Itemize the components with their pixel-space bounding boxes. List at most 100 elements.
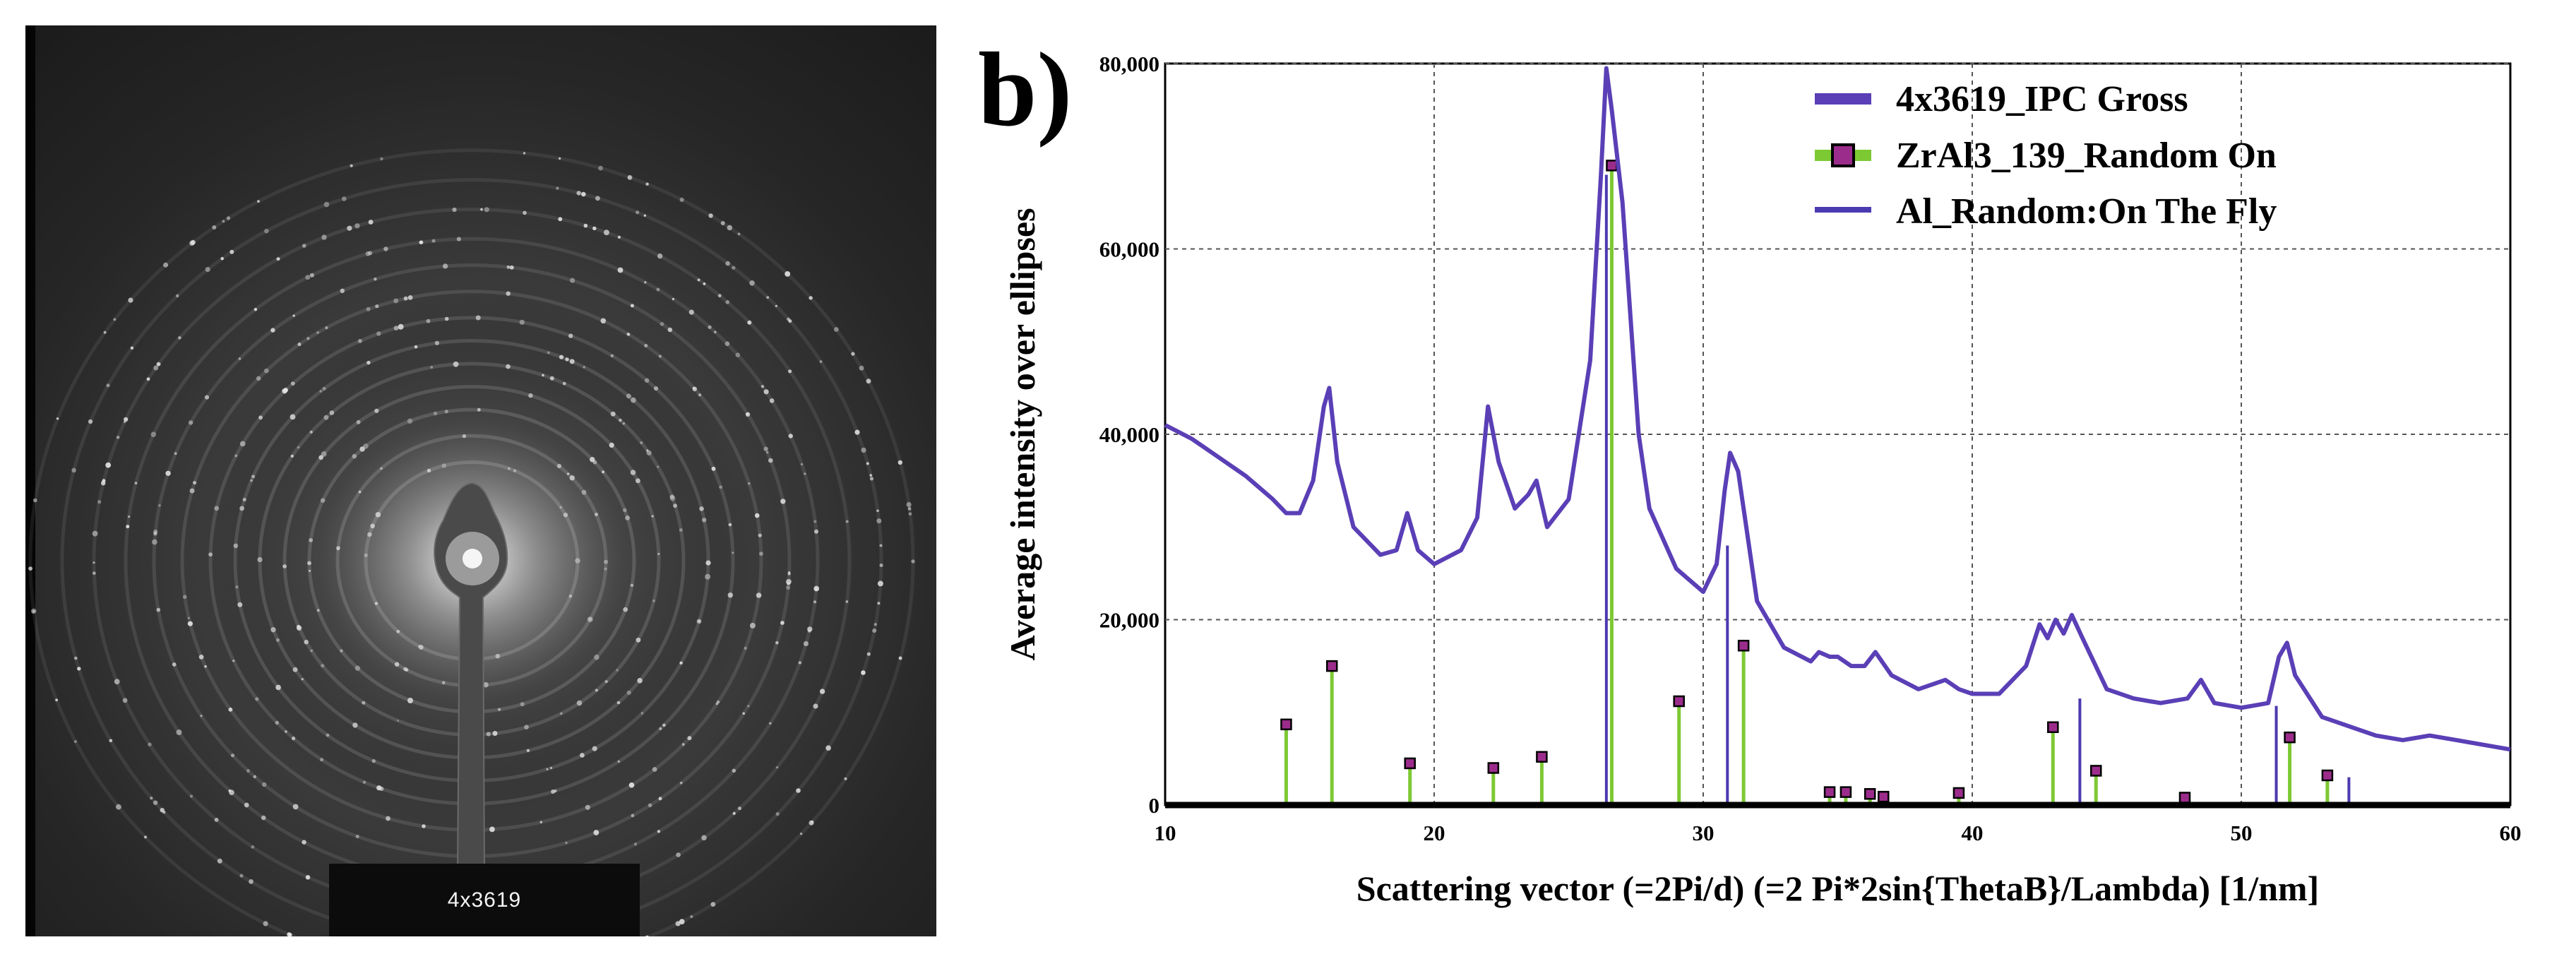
x-tick-label: 10 xyxy=(1155,821,1176,845)
diffraction-spot xyxy=(539,821,542,823)
diffraction-spot xyxy=(679,197,684,202)
diffraction-spot xyxy=(763,446,768,451)
diffraction-spot xyxy=(366,306,371,311)
diffraction-spot xyxy=(644,344,648,347)
diffraction-spot xyxy=(190,794,193,798)
diffraction-spot xyxy=(244,802,249,808)
diffraction-spot xyxy=(576,191,581,196)
diffraction-spot xyxy=(105,462,112,468)
zral3-peak-marker xyxy=(2178,792,2191,804)
diffraction-spot xyxy=(134,482,138,484)
diffraction-spot xyxy=(422,824,426,828)
diffraction-spot xyxy=(153,532,157,536)
reference-peak-sticks xyxy=(1280,160,2351,805)
diffraction-spot xyxy=(813,703,818,709)
diffraction-spot xyxy=(809,296,813,300)
diffraction-spot xyxy=(787,581,791,585)
diffraction-spot xyxy=(814,529,818,534)
diffraction-spot xyxy=(456,237,462,242)
diffraction-spot xyxy=(804,472,806,475)
diffraction-spot xyxy=(156,362,161,367)
diffraction-spot xyxy=(898,460,903,465)
diffraction-spot xyxy=(204,665,207,668)
diffraction-spot xyxy=(844,777,847,780)
diffraction-spot xyxy=(475,315,481,321)
x-axis-ticks: 10 20 30 40 50 60 xyxy=(1155,821,2522,845)
diffraction-spot xyxy=(398,323,404,330)
x-tick-label: 20 xyxy=(1424,821,1445,845)
x-tick-label: 30 xyxy=(1693,821,1715,845)
diffraction-spot xyxy=(226,216,231,220)
diffraction-spot xyxy=(128,297,133,303)
diffraction-spot xyxy=(869,474,872,477)
diffraction-spot xyxy=(263,921,268,927)
diffraction-spot xyxy=(368,220,374,225)
diffraction-spot xyxy=(239,441,246,447)
diffraction-spot xyxy=(617,267,624,273)
intensity-chart: 0 20,000 40,000 60,000 80,000 10 20 30 40 50 60 A… xyxy=(1003,52,2522,908)
y-tick-label: 0 xyxy=(1149,793,1160,818)
diffraction-spot xyxy=(710,902,716,907)
diffraction-spot xyxy=(833,327,839,332)
diffraction-spot xyxy=(879,544,883,547)
diffraction-spot xyxy=(380,157,383,161)
diffraction-spot xyxy=(636,210,640,215)
diffraction-spot xyxy=(715,703,718,705)
diffraction-spot xyxy=(403,296,408,301)
diffraction-spot xyxy=(725,300,729,304)
diffraction-spot xyxy=(679,919,685,924)
diffraction-spot xyxy=(325,326,328,330)
diffraction-spot xyxy=(523,152,526,155)
diffraction-spot xyxy=(523,210,527,215)
diffraction-spot xyxy=(212,225,217,230)
diffraction-spot xyxy=(756,592,762,598)
diffraction-spot xyxy=(716,700,720,704)
diffraction-spot xyxy=(153,800,158,805)
diffraction-spot xyxy=(258,415,263,420)
diffraction-spot xyxy=(32,609,35,613)
diffraction-spot xyxy=(444,316,449,321)
diffraction-spot xyxy=(200,715,203,717)
diffraction-spot xyxy=(102,479,106,483)
diffraction-spot xyxy=(362,780,366,784)
diffraction-spot xyxy=(156,607,161,612)
diffraction-spot xyxy=(672,297,675,301)
diffraction-spot xyxy=(749,280,755,286)
diffraction-spot xyxy=(178,336,181,340)
zral3-peak-marker xyxy=(1823,786,1836,798)
diffraction-spot xyxy=(292,737,296,741)
diffraction-spot xyxy=(176,729,182,735)
diffraction-spot xyxy=(152,539,157,545)
diffraction-spot xyxy=(656,287,660,292)
diffraction-spot xyxy=(158,504,161,507)
diffraction-spot xyxy=(775,304,777,307)
diffraction-spot xyxy=(205,267,210,273)
diffraction-spot xyxy=(393,326,399,330)
y-tick-label: 60,000 xyxy=(1099,237,1159,262)
diffraction-spot xyxy=(249,879,254,884)
diffraction-spot xyxy=(238,357,242,360)
diffraction-spot xyxy=(222,220,225,223)
diffraction-spot xyxy=(484,207,489,213)
diffraction-spot xyxy=(763,389,769,395)
diffraction-spot xyxy=(744,646,747,650)
diffraction-spot xyxy=(320,758,324,762)
diffraction-spot xyxy=(873,623,877,626)
diffraction-spot xyxy=(109,739,113,743)
diffraction-spot xyxy=(340,288,345,293)
diffraction-spot xyxy=(877,602,881,605)
diffraction-spot xyxy=(800,833,803,835)
diffraction-spot xyxy=(644,281,647,284)
diffraction-spot xyxy=(854,429,860,435)
diffraction-spot xyxy=(866,462,869,465)
diffraction-spot xyxy=(509,265,514,270)
diffraction-spot xyxy=(732,266,736,270)
diffraction-spot xyxy=(288,933,292,936)
diffraction-spot xyxy=(204,395,210,400)
diffraction-spot xyxy=(761,385,764,388)
diffraction-spot xyxy=(703,282,706,285)
diffraction-spot xyxy=(711,467,716,471)
diffraction-spot xyxy=(643,214,646,217)
diffraction-spot xyxy=(788,434,793,439)
diffraction-spot xyxy=(256,376,261,381)
